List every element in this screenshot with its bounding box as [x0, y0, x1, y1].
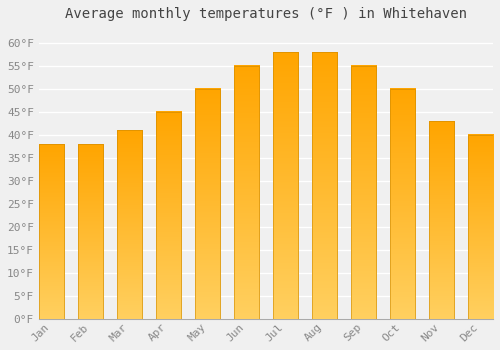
Bar — [234, 66, 259, 319]
Bar — [156, 112, 181, 319]
Bar — [78, 144, 103, 319]
Title: Average monthly temperatures (°F ) in Whitehaven: Average monthly temperatures (°F ) in Wh… — [65, 7, 467, 21]
Bar — [428, 121, 454, 319]
Bar — [390, 89, 415, 319]
Bar — [312, 52, 337, 319]
Bar — [117, 130, 142, 319]
Bar — [273, 52, 298, 319]
Bar — [195, 89, 220, 319]
Bar — [39, 144, 64, 319]
Bar — [350, 66, 376, 319]
Bar — [468, 135, 493, 319]
